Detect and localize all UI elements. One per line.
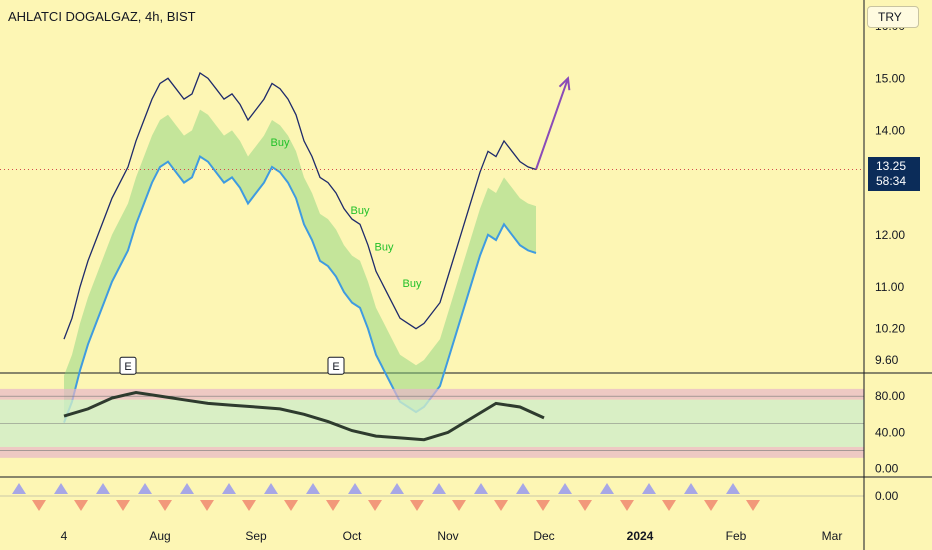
price-tick-label: 10.20 (875, 322, 905, 336)
histogram-down-marker (704, 500, 718, 511)
oscillator-tick-label: 0.00 (875, 462, 899, 476)
price-tick-label: 11.00 (875, 280, 904, 294)
buy-signal-label: Buy (403, 278, 422, 290)
earnings-label: E (124, 361, 131, 373)
arrow-head (558, 76, 571, 91)
last-price-tag: 13.25 58:34 (868, 157, 920, 191)
last-price-value: 13.25 (876, 159, 907, 173)
histogram-up-marker (306, 483, 320, 494)
histogram-up-marker (12, 483, 26, 494)
histogram-down-marker (578, 500, 592, 511)
oversold-band (0, 446, 864, 458)
time-tick-label: Dec (533, 529, 554, 543)
time-tick-label: Feb (726, 529, 747, 543)
oscillator-panel[interactable] (0, 388, 932, 478)
histogram-up-marker (138, 483, 152, 494)
oscillator-tick-label: 40.00 (875, 425, 905, 439)
histogram-up-marker (642, 483, 656, 494)
histogram-down-marker (242, 500, 256, 511)
time-tick-label: Mar (822, 529, 843, 543)
overbought-band (0, 388, 864, 400)
chart-title: AHLATCI DOGALGAZ, 4h, BIST (8, 9, 196, 24)
price-tick-label: 9.60 (875, 353, 899, 367)
histogram-down-marker (620, 500, 634, 511)
histogram-down-marker (158, 500, 172, 511)
price-axis: 16.0015.0014.0012.0011.0010.209.6080.004… (61, 0, 905, 550)
time-tick-label: 4 (61, 529, 68, 543)
histogram-down-marker (410, 500, 424, 511)
histogram-up-marker (558, 483, 572, 494)
histogram-down-marker (32, 500, 46, 511)
projection-arrow (535, 77, 569, 170)
histogram-up-marker (54, 483, 68, 494)
buy-signal-label: Buy (375, 241, 394, 253)
histogram-up-marker (390, 483, 404, 494)
histogram-down-marker (116, 500, 130, 511)
histogram-down-marker (284, 500, 298, 511)
price-tick-label: 15.00 (875, 71, 905, 85)
time-tick-label: 2024 (627, 529, 654, 543)
histogram-panel[interactable] (0, 483, 864, 511)
time-tick-label: Sep (245, 529, 267, 543)
histogram-up-marker (264, 483, 278, 494)
histogram-up-marker (96, 483, 110, 494)
support-line (63, 154, 537, 423)
earnings-label: E (332, 361, 339, 373)
price-line (63, 72, 537, 340)
histogram-down-marker (74, 500, 88, 511)
bar-countdown: 58:34 (876, 174, 907, 188)
histogram-up-marker (180, 483, 194, 494)
buy-signal-label: Buy (271, 137, 290, 149)
histogram-up-marker (726, 483, 740, 494)
histogram-up-marker (432, 483, 446, 494)
oscillator-tick-label: 80.00 (875, 389, 905, 403)
earnings-marker (327, 356, 345, 375)
trend-cloud (64, 109, 536, 423)
histogram-down-marker (326, 500, 340, 511)
price-tick-label: 12.00 (875, 228, 905, 242)
price-panel[interactable]: Buy Buy Buy Buy E E (0, 72, 932, 423)
histogram-up-marker (222, 483, 236, 494)
price-tick-label: 14.00 (875, 123, 905, 137)
time-tick-label: Oct (343, 529, 362, 543)
histogram-down-marker (200, 500, 214, 511)
histogram-up-marker (348, 483, 362, 494)
currency-selector[interactable]: TRY (867, 6, 919, 28)
oscillator-line (63, 390, 545, 442)
histogram-down-marker (536, 500, 550, 511)
histogram-tick-label: 0.00 (875, 489, 899, 503)
histogram-up-marker (684, 483, 698, 494)
histogram-down-marker (662, 500, 676, 511)
histogram-up-marker (600, 483, 614, 494)
histogram-down-marker (452, 500, 466, 511)
buy-signal-label: Buy (351, 205, 370, 217)
histogram-up-marker (516, 483, 530, 494)
histogram-down-marker (494, 500, 508, 511)
histogram-down-marker (746, 500, 760, 511)
histogram-up-marker (474, 483, 488, 494)
histogram-down-marker (368, 500, 382, 511)
time-tick-label: Aug (149, 529, 170, 543)
time-tick-label: Nov (437, 529, 458, 543)
earnings-marker (119, 356, 137, 375)
